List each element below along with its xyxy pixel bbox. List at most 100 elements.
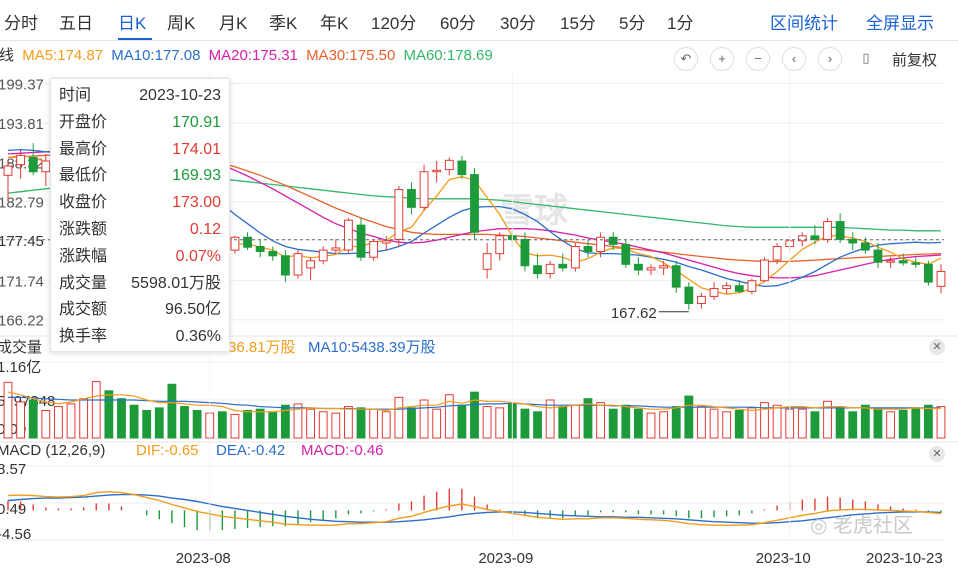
- volume-bar: [394, 396, 404, 439]
- candle: [255, 239, 265, 258]
- candle: [898, 253, 908, 266]
- volume-bar: [331, 412, 341, 439]
- tab-quarterly-k[interactable]: 季K: [269, 14, 298, 33]
- volume-bar: [823, 400, 832, 439]
- candle: [835, 213, 845, 243]
- candle-body: [344, 219, 353, 251]
- tab-1-min[interactable]: 1分: [667, 14, 694, 33]
- watermark-snowball: 雪球: [500, 192, 569, 230]
- undo-icon[interactable]: ↶: [674, 47, 698, 71]
- tooltip-row-change: 涨跌额 0.12: [59, 220, 221, 238]
- tab-weekly-k[interactable]: 周K: [167, 14, 196, 33]
- volume-bar: [722, 411, 732, 439]
- candle: [457, 156, 467, 179]
- tab-monthly-k[interactable]: 月K: [219, 14, 248, 33]
- candle-body: [810, 235, 820, 240]
- candle-body: [671, 265, 681, 288]
- candle: [28, 143, 38, 176]
- volume-axis-label: 1.16亿: [0, 359, 41, 376]
- macd-legend: MACD (12,26,9) DIF:-0.65 DEA:-0.42 MACD:…: [0, 442, 384, 464]
- tab-30-min[interactable]: 30分: [500, 14, 536, 33]
- candle-body: [545, 263, 555, 275]
- volume-bar: [154, 407, 164, 439]
- candle-body: [419, 171, 429, 208]
- candle-icon[interactable]: ▯: [854, 47, 878, 71]
- x-axis: 2023-08 2023-09 2023-10 2023-10-23: [176, 72, 943, 567]
- volume-bar: [344, 406, 353, 439]
- candle: [697, 292, 706, 309]
- vol-ma5-label: 36.81万股: [228, 339, 296, 356]
- volume-bar: [91, 381, 101, 439]
- volume-bar: [659, 411, 669, 439]
- candle-body: [558, 263, 568, 269]
- minus-icon[interactable]: −: [746, 47, 770, 71]
- candle-body: [797, 235, 807, 242]
- volume-bar: [306, 408, 316, 439]
- candle-body: [684, 286, 694, 305]
- range-stats-button[interactable]: 区间统计: [770, 14, 838, 33]
- tab-120-min[interactable]: 120分: [371, 14, 417, 33]
- volume-close-icon[interactable]: ✕: [929, 339, 945, 355]
- volume-bar: [646, 412, 656, 439]
- volume-bar: [457, 404, 467, 439]
- candle: [659, 260, 669, 276]
- volume-bar: [419, 399, 429, 439]
- volume-bar: [747, 407, 757, 439]
- plus-icon[interactable]: +: [710, 47, 734, 71]
- tab-yearly-k[interactable]: 年K: [320, 14, 349, 33]
- tab-five-day[interactable]: 五日: [59, 14, 93, 33]
- macd-close-icon[interactable]: ✕: [929, 446, 945, 462]
- volume-bar: [633, 408, 643, 439]
- adjust-mode-selector[interactable]: 前复权: [892, 52, 938, 69]
- candle: [911, 257, 921, 268]
- candle: [734, 280, 744, 293]
- candle: [797, 232, 807, 247]
- candle: [772, 242, 782, 265]
- candle-body: [293, 253, 303, 276]
- volume-bar: [243, 409, 252, 439]
- ma20-label: MA20:175.31: [208, 47, 298, 64]
- candle: [16, 150, 26, 179]
- tab-15-min[interactable]: 15分: [560, 14, 596, 33]
- volume-bar: [16, 401, 26, 439]
- candle: [545, 260, 555, 279]
- candle: [444, 157, 454, 176]
- fullscreen-button[interactable]: 全屏显示: [866, 14, 934, 33]
- volume-bar: [180, 406, 189, 439]
- vol-ma10-line: [8, 396, 941, 410]
- candle: [873, 242, 883, 268]
- volume-bar: [772, 404, 782, 439]
- tab-60-min[interactable]: 60分: [440, 14, 476, 33]
- candle-body: [331, 247, 341, 251]
- candle: [243, 232, 252, 251]
- candle: [558, 253, 568, 272]
- volume-ma-lines: [7, 391, 941, 413]
- volume-bar: [911, 407, 921, 439]
- candle: [41, 153, 51, 186]
- candle-body: [936, 270, 946, 287]
- volume-legend: 成交量 36.81万股 MA10:5438.39万股: [0, 336, 436, 358]
- volume-bar: [280, 404, 290, 439]
- volume-bar: [923, 404, 933, 439]
- chevron-right-icon[interactable]: ›: [818, 47, 842, 71]
- tooltip-row-high: 最高价 174.01: [59, 140, 221, 158]
- candle-body: [243, 236, 252, 248]
- candle: [482, 242, 492, 279]
- macd-axis-label: -4.56: [0, 526, 31, 543]
- volume-bar: [407, 407, 416, 439]
- tab-5-min[interactable]: 5分: [619, 14, 646, 33]
- volume-bar: [482, 406, 492, 439]
- candle-body: [697, 295, 706, 305]
- candle-body: [772, 246, 782, 261]
- candle: [306, 257, 316, 280]
- volume-bar: [873, 408, 883, 439]
- candle: [722, 282, 732, 295]
- tab-intraday[interactable]: 分时: [4, 14, 38, 33]
- tab-daily-k[interactable]: 日K: [118, 14, 147, 33]
- candle: [268, 246, 278, 261]
- candle: [381, 235, 391, 251]
- volume-bar: [835, 406, 845, 439]
- candle-body: [457, 160, 467, 176]
- candle-body: [823, 221, 832, 240]
- chevron-left-icon[interactable]: ‹: [782, 47, 806, 71]
